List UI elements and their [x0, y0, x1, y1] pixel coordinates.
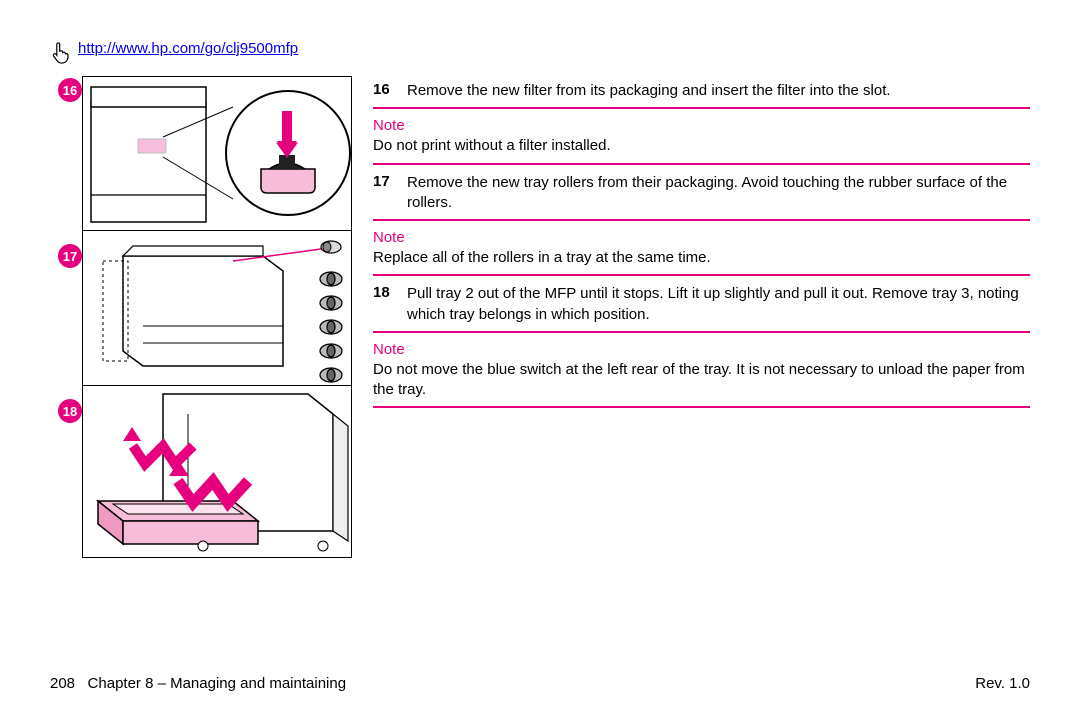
- note-label: Note: [373, 229, 1030, 246]
- step-badge-18: 18: [58, 399, 82, 423]
- step-badge-17: 17: [58, 244, 82, 268]
- step-text: Remove the new filter from its packaging…: [407, 81, 1030, 101]
- support-url-link[interactable]: http://www.hp.com/go/clj9500mfp: [78, 40, 298, 57]
- step-number: 18: [373, 284, 407, 301]
- top-link-row: http://www.hp.com/go/clj9500mfp: [50, 40, 1030, 66]
- step-16: 16 Remove the new filter from its packag…: [373, 81, 1030, 101]
- note-text: Do not print without a filter installed.: [373, 136, 1030, 156]
- instruction-column: 16 Remove the new filter from its packag…: [373, 76, 1030, 558]
- divider: [373, 406, 1030, 408]
- chapter-title: Chapter 8 – Managing and maintaining: [88, 675, 347, 692]
- step-text: Pull tray 2 out of the MFP until it stop…: [407, 284, 1030, 325]
- footer-left: 208 Chapter 8 – Managing and maintaining: [50, 675, 346, 692]
- step-17: 17 Remove the new tray rollers from thei…: [373, 173, 1030, 214]
- illustration-17: [82, 231, 352, 386]
- divider: [373, 274, 1030, 276]
- note-label: Note: [373, 341, 1030, 358]
- divider: [373, 163, 1030, 165]
- revision: Rev. 1.0: [975, 675, 1030, 692]
- note-text: Do not move the blue switch at the left …: [373, 360, 1030, 401]
- manual-page: http://www.hp.com/go/clj9500mfp 16: [0, 0, 1080, 720]
- step-18: 18 Pull tray 2 out of the MFP until it s…: [373, 284, 1030, 325]
- step-badge-16: 16: [58, 78, 82, 102]
- illustration-column: 16: [50, 76, 355, 558]
- illustration-18: [82, 386, 352, 558]
- divider: [373, 331, 1030, 333]
- page-footer: 208 Chapter 8 – Managing and maintaining…: [50, 675, 1030, 692]
- illustration-16: [82, 76, 352, 231]
- step-number: 16: [373, 81, 407, 98]
- divider: [373, 219, 1030, 221]
- divider: [373, 107, 1030, 109]
- step-number: 17: [373, 173, 407, 190]
- note-text: Replace all of the rollers in a tray at …: [373, 248, 1030, 268]
- step-text: Remove the new tray rollers from their p…: [407, 173, 1030, 214]
- note-label: Note: [373, 117, 1030, 134]
- content-columns: 16: [50, 76, 1030, 558]
- page-number: 208: [50, 675, 75, 692]
- hand-pointer-icon: [50, 40, 72, 66]
